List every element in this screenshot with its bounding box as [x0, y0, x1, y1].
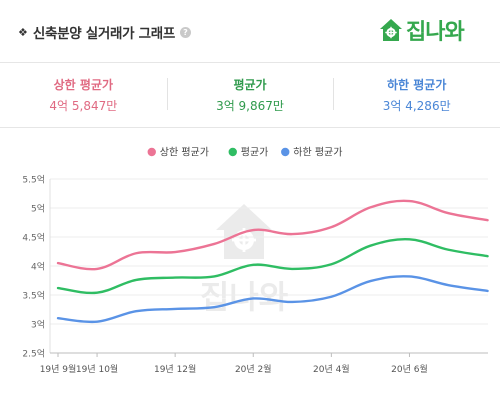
stat-lower-value: 3억 4,286만	[382, 99, 451, 113]
house-logo-icon	[380, 19, 402, 41]
stat-upper-value: 4억 5,847만	[49, 99, 118, 113]
stat-average-label: 평균가	[233, 78, 267, 92]
legend-marker	[228, 147, 237, 157]
y-tick-label: 4억	[31, 261, 45, 273]
stat-average: 평균가 3억 9,867만	[166, 76, 334, 114]
legend-label: 하한 평균가	[293, 146, 342, 159]
help-icon[interactable]: ?	[180, 26, 191, 38]
chart-series	[56, 199, 489, 324]
page-title: 신축분양 실거래가 그래프	[32, 26, 175, 42]
watermark-text: 집나와	[200, 278, 288, 316]
x-axis: 19년 9월 19년 10월 19년 12월 20년 2월 20년 4월 20년 6월	[40, 353, 428, 375]
stat-average-value: 3억 9,867만	[216, 99, 284, 113]
series-line	[56, 199, 489, 271]
x-tick-label: 20년 2월	[235, 363, 272, 375]
x-tick-label: 19년 9월	[40, 363, 77, 375]
series-line	[56, 275, 489, 324]
series-line	[56, 238, 489, 295]
chart-grid	[49, 178, 488, 354]
y-tick-label: 5억	[31, 203, 45, 215]
title-area: ❖ 신축분양 실거래가 그래프 ?	[18, 22, 191, 42]
legend-marker	[147, 147, 156, 157]
legend-marker	[281, 147, 290, 157]
stat-upper-label: 상한 평균가	[53, 78, 114, 92]
x-tick-label: 19년 12월	[154, 363, 196, 375]
logo: 집나와	[378, 14, 465, 46]
chart-legend: 상한 평균가 평균가 하한 평균가	[147, 146, 342, 159]
y-tick-label: 5.5억	[22, 174, 45, 186]
y-tick-label: 2.5억	[22, 348, 45, 360]
stat-upper: 상한 평균가 4억 5,847만	[0, 76, 167, 114]
x-tick-label: 20년 4월	[313, 363, 350, 375]
header: ❖ 신축분양 실거래가 그래프 ? 집나와	[0, 0, 500, 62]
legend-label: 상한 평균가	[160, 147, 209, 159]
stat-lower-label: 하한 평균가	[386, 78, 447, 92]
price-line-chart: 집나와 상한 평균가 평균가 하한 평균가 2.5억 3억 3.5억 4억 4.5억 5억 5.…	[22, 146, 489, 375]
y-tick-label: 3억	[31, 319, 45, 331]
x-tick-label: 19년 10월	[76, 363, 118, 375]
logo-text: 집나와	[406, 20, 465, 45]
stat-lower: 하한 평균가 3억 4,286만	[333, 76, 500, 114]
title-bullet-icon: ❖	[18, 25, 28, 39]
y-tick-label: 3.5억	[22, 290, 45, 302]
y-tick-label: 4.5억	[22, 232, 45, 244]
summary-bar: 상한 평균가 4억 5,847만 평균가 3억 9,867만 하한 평균가 3억…	[0, 62, 500, 128]
legend-label: 평균가	[241, 147, 269, 159]
x-tick-label: 20년 6월	[391, 363, 428, 375]
y-axis: 2.5억 3억 3.5억 4억 4.5억 5억 5.5억	[22, 174, 45, 360]
